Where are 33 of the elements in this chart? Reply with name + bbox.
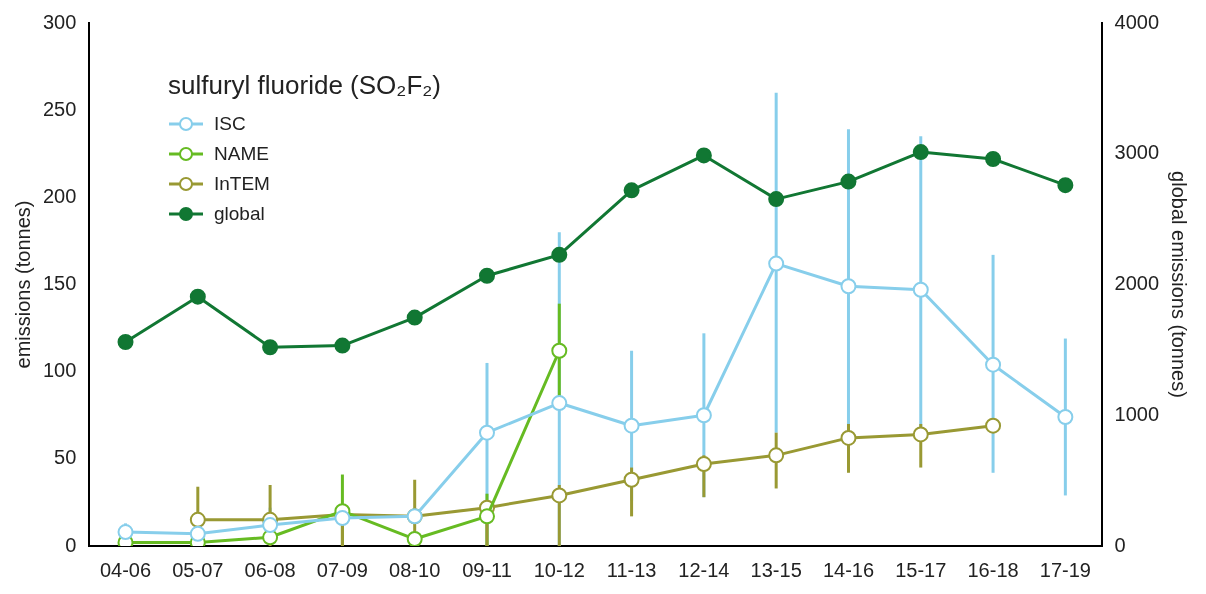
y-axis-title: emissions (tonnes) <box>11 200 34 369</box>
legend-label: InTEM <box>214 173 270 195</box>
y2-tick-label: 1000 <box>1114 402 1160 425</box>
y2-tick-label: 3000 <box>1114 141 1160 164</box>
x-tick-label: 09-11 <box>462 558 512 581</box>
y-tick-label: 250 <box>42 97 77 120</box>
y2-tick-label: 2000 <box>1114 272 1160 295</box>
y-tick-label: 50 <box>54 446 77 469</box>
x-tick-label: 11-13 <box>606 558 657 581</box>
x-tick-label: 15-17 <box>895 558 947 581</box>
y-tick-label: 0 <box>65 533 77 556</box>
y2-axis-title: global emissions (tonnes) <box>1168 171 1191 398</box>
x-tick-label: 04-06 <box>99 558 152 581</box>
x-tick-label: 17-19 <box>1039 558 1091 581</box>
y-tick-label: 300 <box>42 10 77 33</box>
y2-tick-label: 4000 <box>1114 10 1160 33</box>
x-tick-label: 16-18 <box>967 558 1019 581</box>
text: sulfuryl fluoride (SO₂F₂) <box>168 70 442 101</box>
legend-label: NAME <box>214 143 269 165</box>
x-tick-label: 06-08 <box>244 558 296 581</box>
x-tick-label: 08-10 <box>389 558 441 581</box>
x-tick-label: 12-14 <box>678 558 730 581</box>
y2-tick-label: 0 <box>1114 533 1126 556</box>
y-tick-label: 100 <box>42 359 77 382</box>
legend-label: global <box>214 203 265 225</box>
y-tick-label: 150 <box>42 272 77 295</box>
x-tick-label: 10-12 <box>533 558 585 581</box>
x-tick-label: 05-07 <box>172 558 224 581</box>
legend-label: ISC <box>214 113 246 135</box>
x-tick-label: 13-15 <box>750 558 802 581</box>
x-tick-label: 14-16 <box>822 558 875 581</box>
y-tick-label: 200 <box>42 184 77 207</box>
x-tick-label: 07-09 <box>316 558 368 581</box>
